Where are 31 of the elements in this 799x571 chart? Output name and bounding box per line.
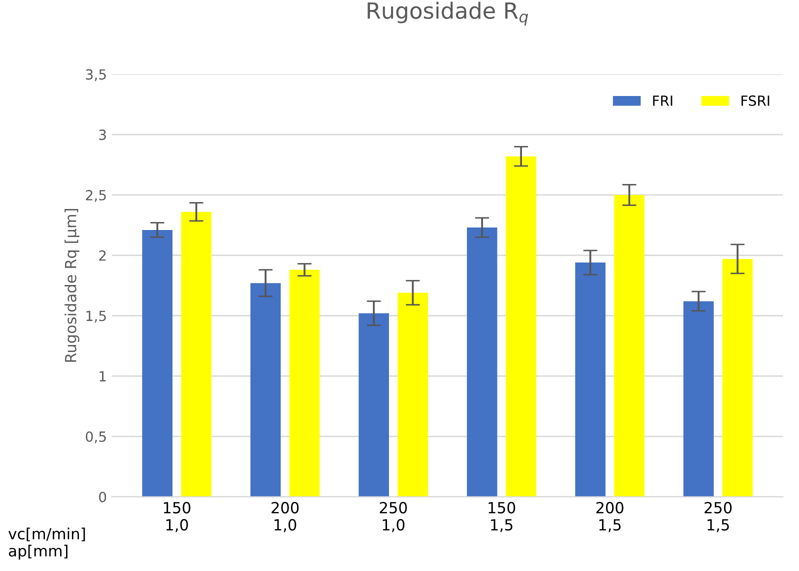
y-tick-label: 3 (99, 130, 106, 140)
x-tick-label: 200 1,5 (596, 502, 624, 532)
x-tick-label: 150 1,0 (164, 502, 190, 532)
y-tick-label: 2,5 (86, 190, 106, 202)
y-tick-label: 0 (99, 492, 106, 502)
y-tick-label: 0,5 (86, 431, 106, 444)
bar (250, 283, 281, 497)
bar (575, 262, 606, 497)
y-tick-label: 1 (100, 371, 106, 382)
x-tick-label: 250 1,0 (380, 502, 407, 532)
bar (358, 313, 389, 497)
y-tick-label: 1,5 (86, 310, 106, 323)
legend-label: FSRI (742, 95, 770, 106)
x-tick-label: 250 1,5 (704, 502, 732, 532)
bar (289, 270, 320, 497)
x-tick-label: 150 1,5 (488, 502, 516, 532)
y-tick-label: 2 (99, 250, 106, 261)
bar (142, 230, 172, 497)
bar (614, 194, 644, 497)
bar (506, 156, 536, 497)
bar (181, 212, 212, 497)
text: vc[m/min] ap[mm] (8, 528, 85, 560)
bar (398, 292, 428, 497)
y-tick-label: 3,5 (86, 69, 106, 82)
x-tick-label: 200 1,0 (272, 502, 299, 532)
legend-label: FRI (653, 96, 672, 106)
bar (722, 258, 753, 497)
bar (466, 228, 498, 497)
bar (683, 301, 714, 497)
y-axis-title: Rugosidade Rq [µm] (64, 209, 80, 362)
chart-title: Rugosidade R$_{q}$ (368, 2, 528, 26)
